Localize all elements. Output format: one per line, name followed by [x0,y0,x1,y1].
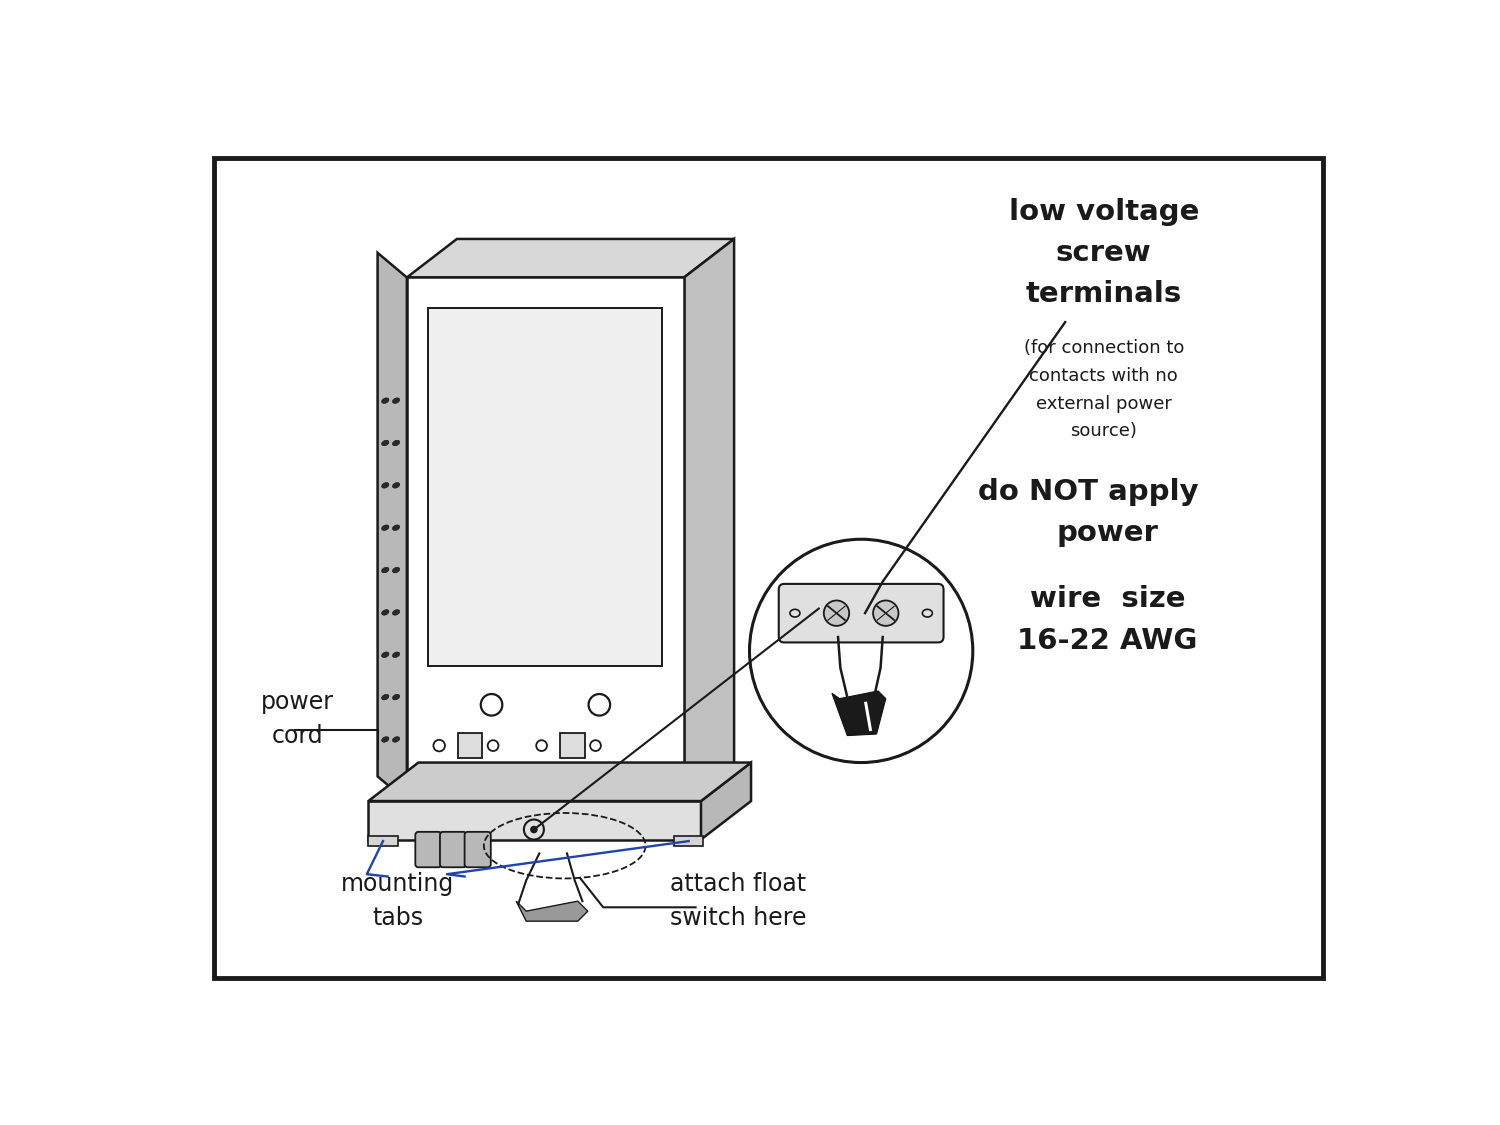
Text: terminals: terminals [1026,280,1182,307]
Polygon shape [406,238,734,278]
FancyBboxPatch shape [369,837,398,846]
Circle shape [873,601,898,626]
FancyBboxPatch shape [406,278,684,801]
FancyBboxPatch shape [440,831,466,867]
Polygon shape [369,801,700,839]
Polygon shape [516,901,588,921]
FancyBboxPatch shape [465,831,490,867]
Ellipse shape [393,483,399,488]
Ellipse shape [381,694,388,700]
Ellipse shape [381,440,388,446]
Ellipse shape [381,525,388,531]
Ellipse shape [381,737,388,742]
Ellipse shape [393,737,399,742]
Polygon shape [833,691,886,736]
Circle shape [750,539,974,763]
Polygon shape [369,763,752,801]
FancyBboxPatch shape [458,734,483,758]
Text: cord: cord [272,724,324,748]
Text: attach float: attach float [670,872,806,897]
Text: wire  size: wire size [1030,585,1185,613]
FancyBboxPatch shape [214,159,1323,978]
Text: (for connection to: (for connection to [1023,340,1184,358]
Polygon shape [378,253,406,801]
Text: 16-22 AWG: 16-22 AWG [1017,627,1197,655]
Ellipse shape [393,398,399,404]
Ellipse shape [393,652,399,657]
Circle shape [531,827,537,832]
Text: low voltage: low voltage [1008,198,1198,226]
Text: tabs: tabs [372,906,423,930]
Ellipse shape [393,440,399,446]
Polygon shape [684,238,734,801]
Text: source): source) [1071,423,1137,441]
Ellipse shape [393,525,399,531]
FancyBboxPatch shape [778,584,944,642]
Ellipse shape [381,567,388,573]
FancyBboxPatch shape [429,308,663,666]
Circle shape [824,601,849,626]
Ellipse shape [381,483,388,488]
Text: external power: external power [1036,395,1172,413]
Ellipse shape [393,567,399,573]
FancyBboxPatch shape [560,734,585,758]
Ellipse shape [381,610,388,615]
Ellipse shape [381,652,388,657]
FancyBboxPatch shape [416,831,441,867]
Ellipse shape [393,610,399,615]
Polygon shape [700,763,752,839]
Text: screw: screw [1056,238,1152,267]
Text: switch here: switch here [669,906,806,930]
Text: power: power [1056,519,1158,547]
Text: mounting: mounting [340,872,454,897]
Ellipse shape [393,694,399,700]
FancyBboxPatch shape [674,837,704,846]
Text: contacts with no: contacts with no [1029,367,1178,385]
Text: do NOT apply: do NOT apply [978,477,1198,505]
Text: power: power [261,691,334,714]
Ellipse shape [381,398,388,404]
